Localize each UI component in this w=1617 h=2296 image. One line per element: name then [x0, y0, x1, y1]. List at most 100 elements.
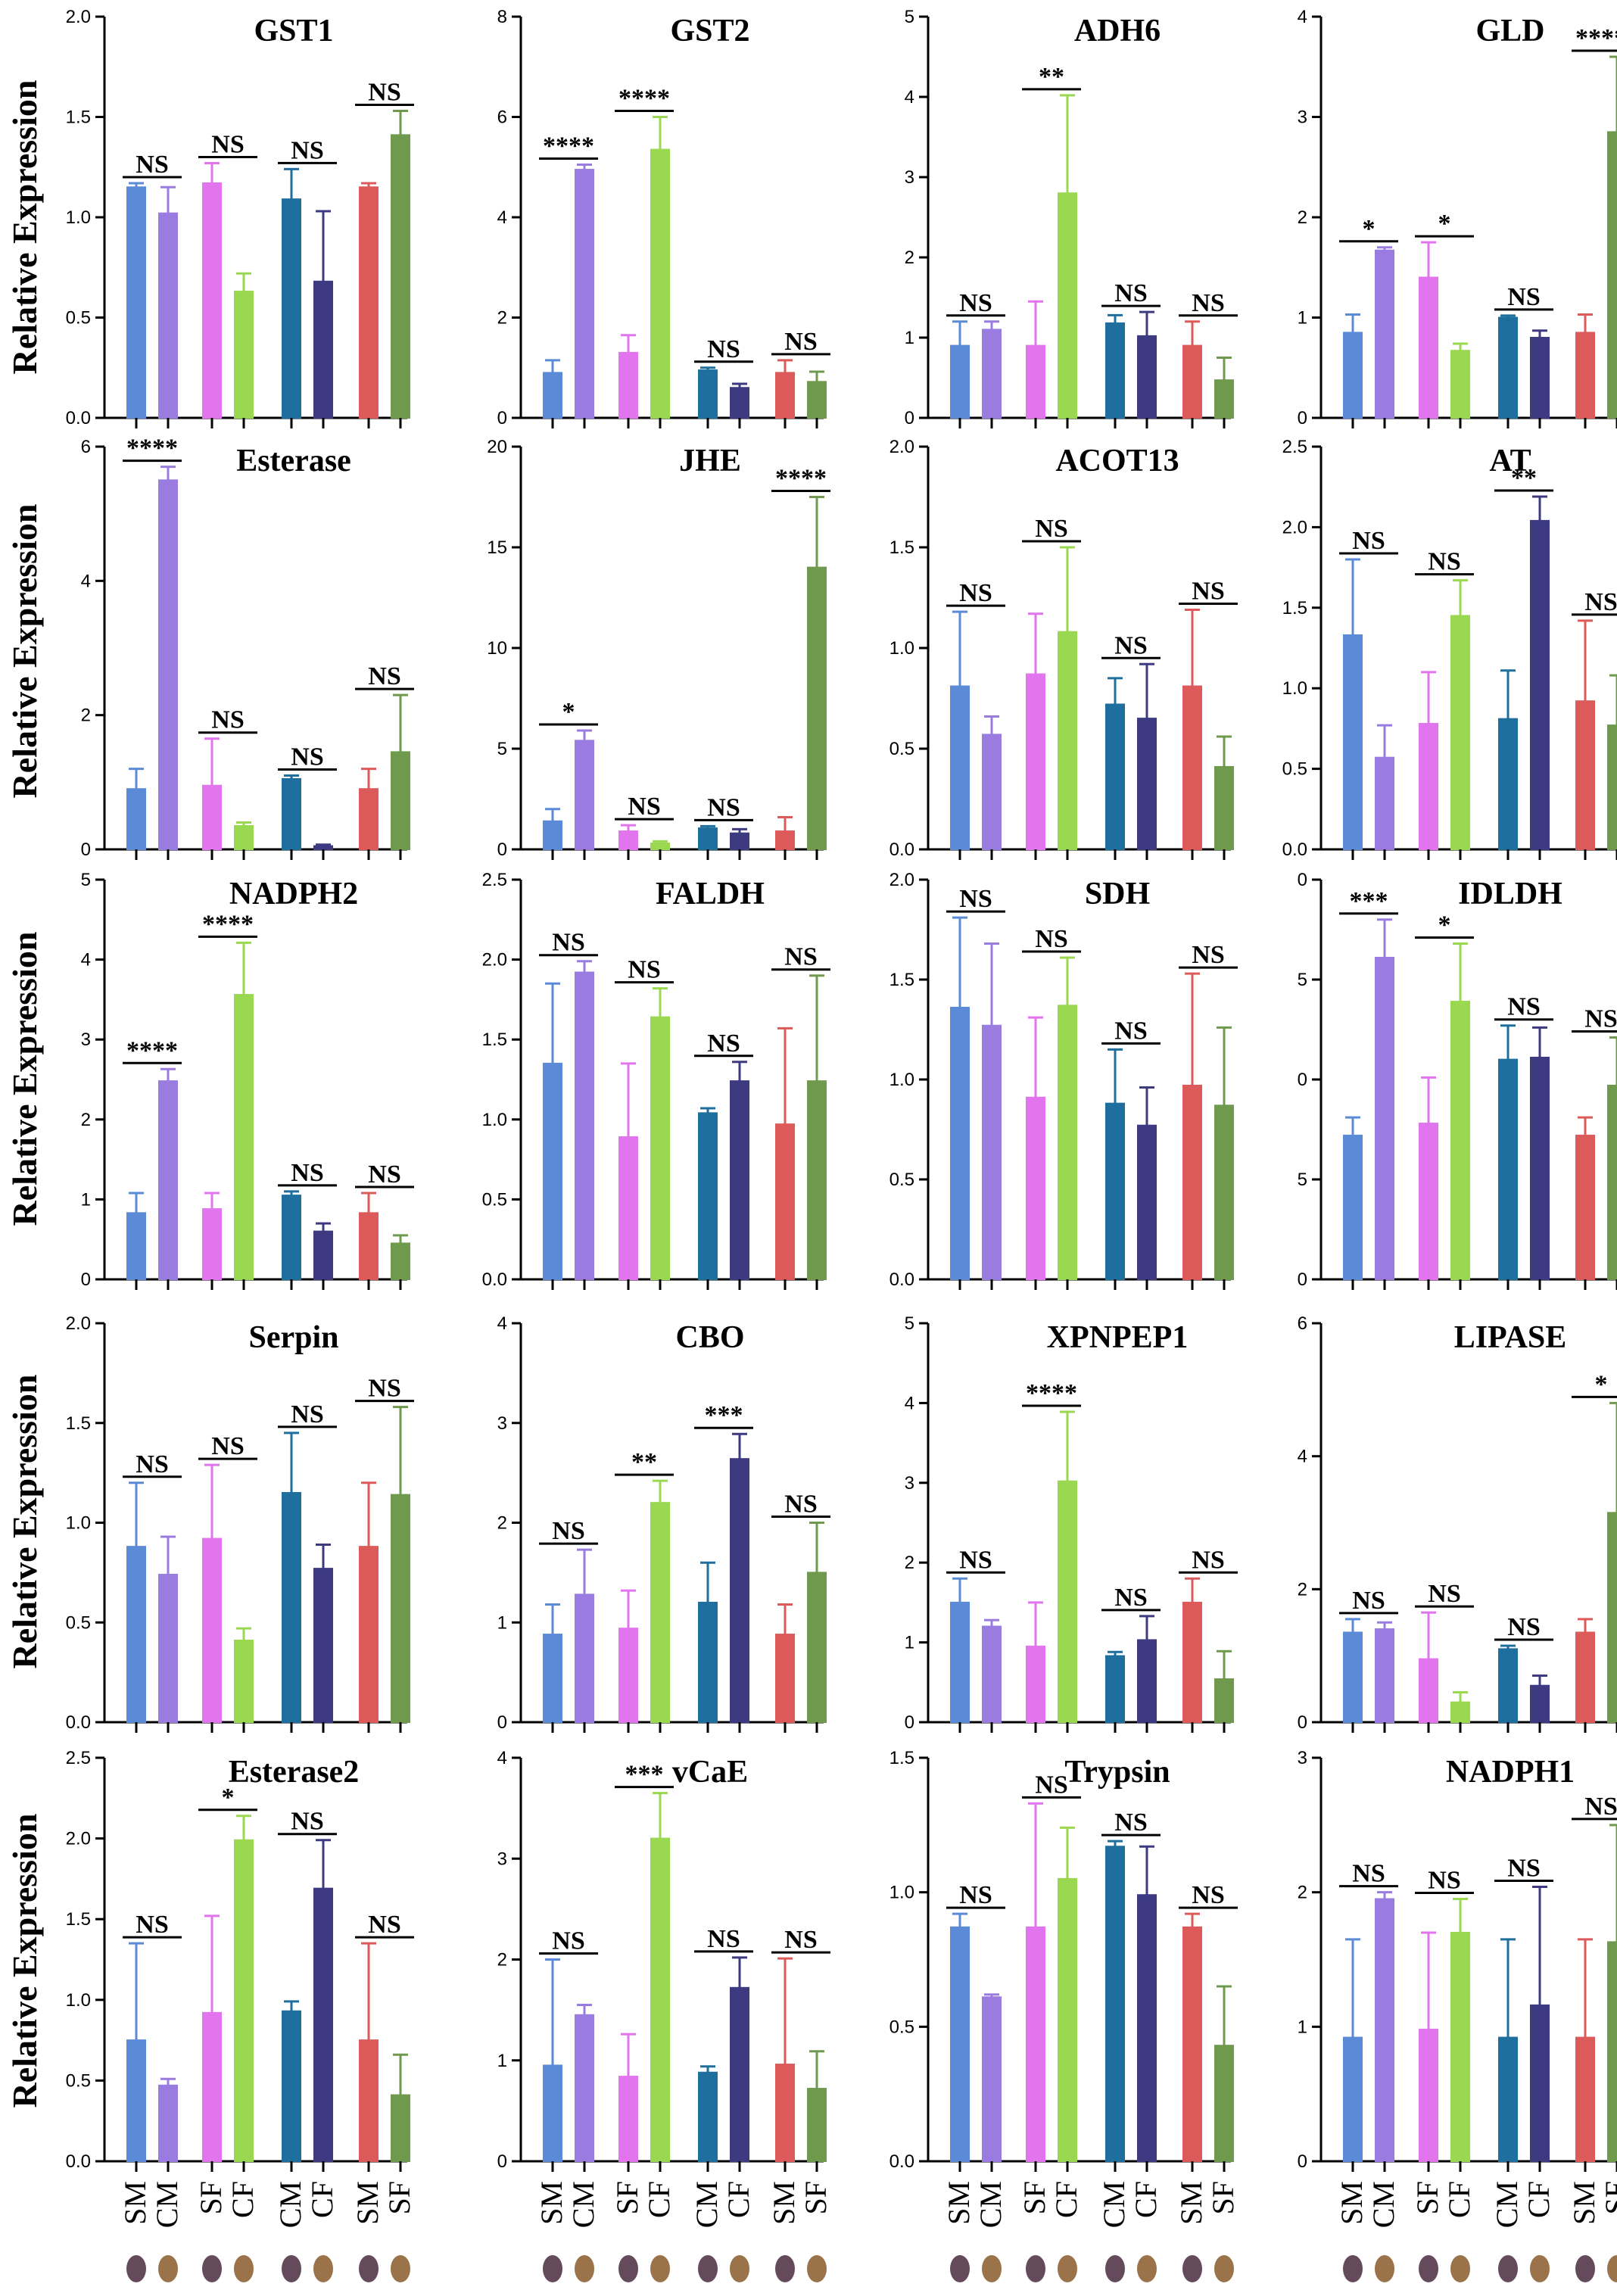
significance-label: NS [628, 793, 660, 821]
bar [950, 1006, 970, 1280]
bar [202, 1208, 222, 1281]
x-category-label: SF [1410, 2181, 1444, 2215]
bar [1375, 1898, 1394, 2163]
significance-label: NS [1035, 515, 1067, 543]
chart-gld: 0 1 2 3 4 GLD * * NS **** [1298, 7, 1617, 428]
bar [650, 1502, 670, 1724]
bar [1498, 2036, 1518, 2162]
insect-icon [234, 2255, 254, 2282]
significance-label: NS [368, 1375, 400, 1403]
y-tick-label: 2 [81, 1110, 91, 1130]
insect-icon [1607, 2255, 1617, 2282]
y-tick-label: 3 [905, 167, 914, 188]
significance-label: * [1438, 911, 1451, 939]
significance-label: NS [211, 130, 244, 158]
y-tick-label: 2 [497, 1950, 507, 1970]
bar [1058, 1877, 1077, 2162]
insect-icon [1137, 2255, 1157, 2282]
bar [391, 134, 410, 419]
y-tick-label: 2 [1298, 207, 1307, 228]
x-category-label: SM [534, 2181, 569, 2225]
y-tick-label: 0 [81, 1269, 91, 1290]
significance-label: **** [618, 85, 670, 113]
x-category-label: SM [351, 2181, 385, 2225]
bar [1530, 337, 1550, 419]
bar [982, 329, 1002, 419]
significance-label: **** [1026, 1379, 1077, 1407]
significance-label: NS [1114, 279, 1147, 307]
bar [807, 566, 827, 850]
insect-icon [1419, 2255, 1438, 2282]
y-tick-label: 0.5 [890, 1170, 914, 1190]
y-tick-label: 3 [1298, 1748, 1307, 1768]
significance-label: NS [628, 956, 660, 984]
x-category-label: CF [1442, 2181, 1476, 2218]
bar [730, 1080, 749, 1281]
bar [282, 198, 301, 419]
chart-sdh: 0.0 0.5 1.0 1.5 2.0 SDH NS NS NS NS [890, 870, 1238, 1290]
x-category-label: CF [226, 2181, 260, 2218]
bar [126, 2039, 146, 2163]
x-category-label: SF [1017, 2181, 1052, 2215]
significance-label: NS [707, 1925, 740, 1953]
bar [282, 2010, 301, 2163]
bar [1026, 673, 1045, 851]
insect-icon [391, 2255, 410, 2282]
y-tick-label: 1.0 [66, 207, 91, 228]
bar [126, 186, 146, 419]
significance-label: NS [784, 1491, 817, 1519]
insect-icon [1058, 2255, 1077, 2282]
y-tick-label: 3 [81, 1030, 91, 1050]
significance-label: **** [543, 132, 594, 160]
y-tick-label: 1.0 [482, 1110, 507, 1130]
chart-title: ADH6 [1074, 14, 1161, 48]
bar [1575, 1631, 1595, 1724]
bar [1058, 631, 1077, 850]
bar [1450, 1931, 1470, 2162]
bar [1419, 1658, 1438, 1724]
x-category-label: SM [767, 2181, 801, 2225]
bar [282, 1195, 301, 1280]
x-category-label: CF [1522, 2181, 1556, 2218]
bar [618, 1628, 638, 1724]
insect-icon [126, 2255, 146, 2282]
bar [575, 1593, 594, 1724]
y-axis-label-row-2: Relative Expression [5, 504, 44, 799]
insect-icon [730, 2255, 749, 2282]
bar [698, 369, 718, 419]
y-tick-label: 0 [1298, 1269, 1307, 1290]
bar [543, 372, 562, 419]
bar [982, 734, 1002, 850]
significance-label: NS [1352, 1860, 1385, 1888]
significance-label: NS [211, 1432, 244, 1460]
bar [1607, 724, 1617, 850]
significance-label: NS [959, 1546, 992, 1574]
chart-title: LIPASE [1454, 1320, 1567, 1355]
y-tick-label: 0.5 [890, 739, 914, 759]
insect-icon [1026, 2255, 1045, 2282]
bar [618, 830, 638, 851]
y-tick-label: 0 [81, 840, 91, 860]
x-category-label: CM [1490, 2181, 1524, 2228]
bar [1530, 2004, 1550, 2163]
insect-icon [1498, 2255, 1518, 2282]
chart-title: CBO [675, 1320, 744, 1355]
bar [543, 2064, 562, 2163]
chart-title: FALDH [656, 877, 765, 911]
y-tick-label: 1 [81, 1189, 91, 1210]
bar [234, 994, 254, 1280]
insect-icon [202, 2255, 222, 2282]
bar [1375, 756, 1394, 850]
bar [1182, 685, 1202, 850]
bar [1530, 1056, 1550, 1280]
bar [1026, 1096, 1045, 1281]
significance-label: NS [291, 136, 323, 164]
bar [234, 1639, 254, 1724]
bar [982, 1625, 1002, 1724]
bar [1105, 322, 1125, 419]
bar [1575, 700, 1595, 850]
significance-label: **** [775, 465, 827, 493]
x-category-label: SM [942, 2181, 976, 2225]
